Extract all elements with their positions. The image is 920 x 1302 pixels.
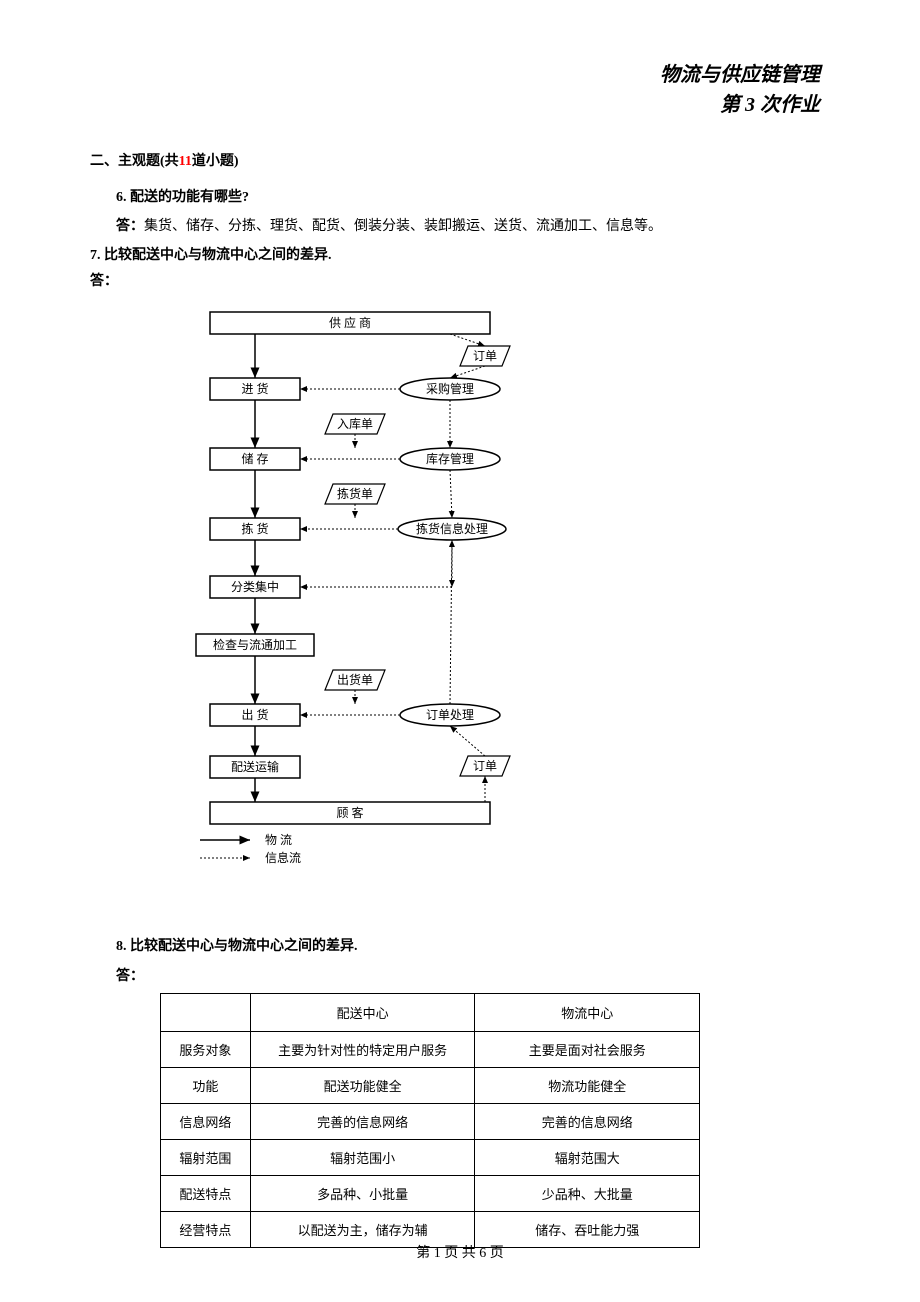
svg-text:配送运输: 配送运输: [231, 759, 279, 774]
svg-text:供 应 商: 供 应 商: [329, 315, 371, 330]
th-0: [161, 994, 251, 1032]
table-cell: 功能: [161, 1068, 251, 1104]
svg-text:分类集中: 分类集中: [231, 579, 279, 594]
q7-text: 比较配送中心与物流中心之间的差异.: [104, 248, 332, 263]
table-row: 功能配送功能健全物流功能健全: [161, 1068, 700, 1104]
table-cell: 主要是面对社会服务: [475, 1032, 700, 1068]
table-cell: 配送特点: [161, 1176, 251, 1212]
section-count: 11: [179, 154, 192, 169]
comparison-table: 配送中心 物流中心 服务对象主要为针对性的特定用户服务主要是面对社会服务功能配送…: [160, 993, 700, 1248]
comparison-table-container: 配送中心 物流中心 服务对象主要为针对性的特定用户服务主要是面对社会服务功能配送…: [160, 993, 830, 1248]
table-cell: 辐射范围: [161, 1140, 251, 1176]
svg-text:顾 客: 顾 客: [336, 805, 363, 820]
section-suffix: 道小题): [192, 154, 239, 169]
svg-text:入库单: 入库单: [337, 416, 373, 431]
section-title: 二、主观题(共11道小题): [90, 150, 830, 170]
page-header: 物流与供应链管理 第 3 次作业: [90, 60, 830, 120]
flowchart-container: 供 应 商订单进 货采购管理入库单储 存库存管理拣货单拣 货拣货信息处理分类集中…: [160, 300, 830, 895]
svg-text:拣货单: 拣货单: [337, 486, 373, 501]
q6-num: 6.: [116, 190, 127, 205]
svg-text:订单处理: 订单处理: [426, 708, 474, 722]
table-cell: 少品种、大批量: [475, 1176, 700, 1212]
q6-answer-text: 集货、储存、分拣、理货、配货、倒装分装、装卸搬运、送货、流通加工、信息等。: [144, 219, 662, 234]
th-1: 配送中心: [250, 994, 475, 1032]
table-row: 服务对象主要为针对性的特定用户服务主要是面对社会服务: [161, 1032, 700, 1068]
table-cell: 多品种、小批量: [250, 1176, 475, 1212]
table-row: 辐射范围辐射范围小辐射范围大: [161, 1140, 700, 1176]
q7: 7. 比较配送中心与物流中心之间的差异.: [90, 244, 830, 264]
th-2: 物流中心: [475, 994, 700, 1032]
table-cell: 主要为针对性的特定用户服务: [250, 1032, 475, 1068]
svg-text:出货单: 出货单: [337, 672, 373, 687]
svg-text:拣 货: 拣 货: [241, 521, 268, 536]
q6-answer-label: 答：: [116, 219, 144, 234]
table-header-row: 配送中心 物流中心: [161, 994, 700, 1032]
q6: 6. 配送的功能有哪些?: [116, 186, 830, 206]
q8-text: 比较配送中心与物流中心之间的差异.: [130, 939, 358, 954]
legend-wuliu: 物 流: [265, 833, 292, 847]
svg-text:采购管理: 采购管理: [426, 381, 474, 396]
flowchart-svg: 供 应 商订单进 货采购管理入库单储 存库存管理拣货单拣 货拣货信息处理分类集中…: [160, 300, 530, 890]
svg-text:库存管理: 库存管理: [426, 451, 474, 466]
table-cell: 信息网络: [161, 1104, 251, 1140]
svg-text:进 货: 进 货: [241, 381, 268, 396]
table-cell: 辐射范围大: [475, 1140, 700, 1176]
table-cell: 配送功能健全: [250, 1068, 475, 1104]
q6-text: 配送的功能有哪些?: [130, 190, 249, 205]
table-row: 信息网络完善的信息网络完善的信息网络: [161, 1104, 700, 1140]
q8-num: 8.: [116, 939, 127, 954]
q8: 8. 比较配送中心与物流中心之间的差异.: [116, 935, 830, 955]
q7-answer-label: 答：: [90, 270, 830, 290]
table-cell: 完善的信息网络: [250, 1104, 475, 1140]
svg-text:出 货: 出 货: [241, 707, 268, 722]
svg-text:拣货信息处理: 拣货信息处理: [416, 521, 488, 536]
svg-text:检查与流通加工: 检查与流通加工: [213, 637, 297, 652]
table-row: 配送特点多品种、小批量少品种、大批量: [161, 1176, 700, 1212]
svg-text:订单: 订单: [473, 349, 497, 363]
page-footer: 第 1 页 共 6 页: [0, 1242, 920, 1262]
q8-answer-label: 答：: [116, 965, 830, 985]
svg-text:订单: 订单: [473, 759, 497, 773]
table-cell: 辐射范围小: [250, 1140, 475, 1176]
legend-xinxiliu: 信息流: [265, 850, 301, 865]
table-cell: 物流功能健全: [475, 1068, 700, 1104]
svg-text:储 存: 储 存: [241, 451, 268, 466]
header-subtitle: 第 3 次作业: [90, 90, 820, 120]
q6-answer: 答：集货、储存、分拣、理货、配货、倒装分装、装卸搬运、送货、流通加工、信息等。: [116, 216, 830, 238]
section-prefix: 二、主观题(共: [90, 154, 179, 169]
table-cell: 服务对象: [161, 1032, 251, 1068]
header-title: 物流与供应链管理: [90, 60, 820, 90]
q7-num: 7.: [90, 248, 101, 263]
table-cell: 完善的信息网络: [475, 1104, 700, 1140]
